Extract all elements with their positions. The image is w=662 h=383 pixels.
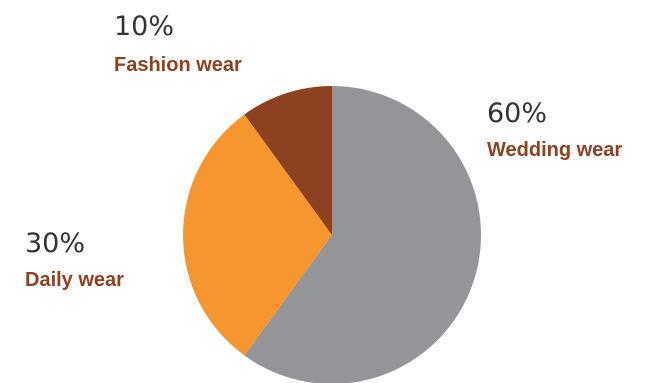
- pie-slice-daily-wear: [183, 114, 332, 356]
- pie-slice-fashion-wear: [244, 86, 332, 235]
- pie-slices: [183, 86, 481, 383]
- pie-slice-wedding-wear: [244, 86, 481, 383]
- slice-value-label-fashion-wear: 10%: [114, 11, 174, 42]
- slice-category-label-daily-wear: Daily wear: [25, 269, 124, 291]
- slice-category-label-fashion-wear: Fashion wear: [114, 54, 242, 76]
- slice-value-label-wedding-wear: 60%: [487, 98, 547, 129]
- slice-category-label-wedding-wear: Wedding wear: [487, 139, 622, 161]
- slice-value-label-daily-wear: 30%: [25, 228, 85, 259]
